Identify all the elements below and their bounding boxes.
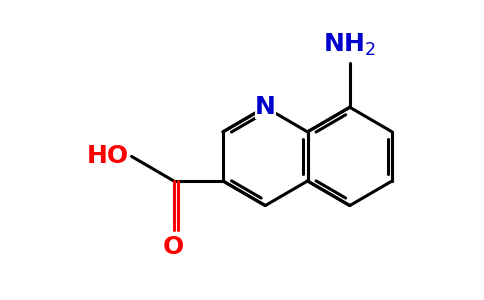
Text: N: N [255,95,276,119]
Text: NH$_2$: NH$_2$ [323,32,376,58]
Text: HO: HO [87,144,129,168]
Text: O: O [163,235,184,259]
